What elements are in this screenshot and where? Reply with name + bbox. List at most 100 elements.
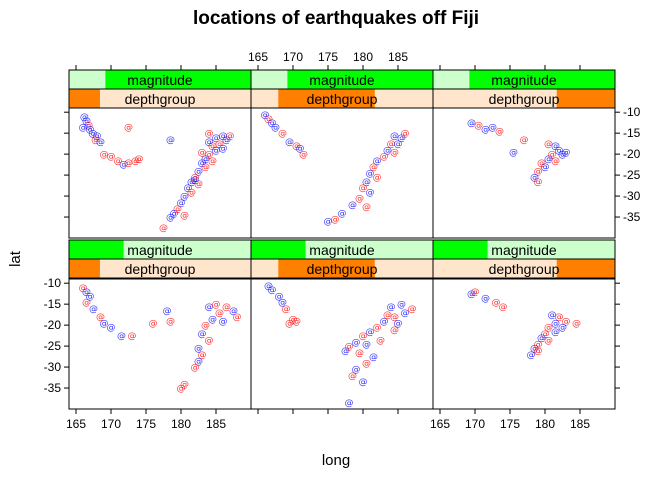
data-point: @ bbox=[376, 336, 385, 346]
data-point: @ bbox=[383, 146, 392, 156]
depthgroup-strip-range bbox=[278, 259, 375, 278]
data-point: @ bbox=[397, 133, 406, 143]
data-point: @ bbox=[324, 217, 333, 227]
data-point: @ bbox=[467, 290, 476, 300]
y-tick-label: -30 bbox=[623, 189, 641, 203]
data-point: @ bbox=[205, 129, 214, 139]
data-point: @ bbox=[180, 380, 189, 390]
data-point: @ bbox=[198, 330, 207, 340]
data-point: @ bbox=[541, 163, 550, 173]
data-point: @ bbox=[390, 148, 399, 158]
data-point: @ bbox=[233, 313, 242, 323]
x-tick-label: 170 bbox=[465, 417, 485, 431]
data-point: @ bbox=[373, 323, 382, 333]
data-point: @ bbox=[285, 138, 294, 148]
data-point: @ bbox=[534, 340, 543, 350]
data-point: @ bbox=[80, 112, 89, 122]
depthgroup-strip-label: depthgroup bbox=[307, 261, 378, 277]
plot-layer: magnitudedepthgroup@@@@@@@@@@@@@@@@@@@@@… bbox=[44, 50, 641, 431]
data-point: @ bbox=[380, 317, 389, 327]
data-point: @ bbox=[488, 123, 497, 133]
x-tick-label: 185 bbox=[388, 50, 408, 64]
magnitude-strip-range bbox=[433, 240, 488, 259]
data-point: @ bbox=[205, 302, 214, 312]
data-point: @ bbox=[166, 317, 175, 327]
data-point: @ bbox=[170, 209, 179, 219]
data-point: @ bbox=[166, 135, 175, 145]
x-tick-label: 185 bbox=[206, 417, 226, 431]
data-point: @ bbox=[180, 192, 189, 202]
data-point: @ bbox=[205, 138, 214, 148]
data-point: @ bbox=[390, 325, 399, 335]
data-point: @ bbox=[187, 177, 196, 187]
data-point: @ bbox=[215, 309, 224, 319]
data-point: @ bbox=[91, 135, 100, 145]
data-point: @ bbox=[383, 311, 392, 321]
data-point: @ bbox=[495, 127, 504, 137]
data-point: @ bbox=[387, 302, 396, 312]
x-tick-label: 175 bbox=[136, 417, 156, 431]
data-point: @ bbox=[208, 315, 217, 325]
data-point: @ bbox=[264, 281, 273, 291]
data-point: @ bbox=[88, 129, 97, 139]
data-point: @ bbox=[201, 321, 210, 331]
depthgroup-strip-bg bbox=[69, 89, 251, 108]
y-tick-label: -25 bbox=[44, 339, 62, 353]
data-point: @ bbox=[362, 177, 371, 187]
data-point: @ bbox=[119, 160, 128, 170]
panel-frame bbox=[432, 278, 616, 410]
data-point: @ bbox=[124, 123, 133, 133]
data-point: @ bbox=[534, 346, 543, 356]
data-point: @ bbox=[107, 152, 116, 162]
data-point: @ bbox=[390, 131, 399, 141]
data-point: @ bbox=[278, 298, 287, 308]
depthgroup-strip-label: depthgroup bbox=[489, 91, 560, 107]
data-point: @ bbox=[191, 363, 200, 373]
data-point: @ bbox=[345, 342, 354, 352]
data-point: @ bbox=[177, 384, 186, 394]
data-point: @ bbox=[201, 163, 210, 173]
data-point: @ bbox=[572, 319, 581, 329]
data-point: @ bbox=[362, 359, 371, 369]
x-axis-label: long bbox=[322, 452, 350, 469]
data-point: @ bbox=[394, 140, 403, 150]
data-point: @ bbox=[128, 332, 137, 342]
data-point: @ bbox=[355, 348, 364, 358]
data-point: @ bbox=[544, 336, 553, 346]
data-point: @ bbox=[180, 211, 189, 221]
data-point: @ bbox=[163, 306, 172, 316]
y-tick-label: -10 bbox=[44, 276, 62, 290]
data-point: @ bbox=[467, 119, 476, 129]
data-point: @ bbox=[201, 154, 210, 164]
data-point: @ bbox=[79, 283, 88, 293]
data-point: @ bbox=[149, 319, 158, 329]
depthgroup-strip-range bbox=[278, 89, 375, 108]
panel-frame bbox=[68, 107, 252, 239]
data-point: @ bbox=[481, 294, 490, 304]
data-point: @ bbox=[194, 179, 203, 189]
data-point: @ bbox=[359, 332, 368, 342]
data-point: @ bbox=[401, 129, 410, 139]
y-tick-label: -30 bbox=[44, 360, 62, 374]
data-point: @ bbox=[548, 311, 557, 321]
data-point: @ bbox=[282, 304, 291, 314]
data-point: @ bbox=[135, 154, 144, 164]
depthgroup-strip-range bbox=[556, 89, 615, 108]
data-point: @ bbox=[544, 140, 553, 150]
data-point: @ bbox=[285, 319, 294, 329]
data-point: @ bbox=[558, 323, 567, 333]
data-point: @ bbox=[373, 156, 382, 166]
magnitude-strip-range bbox=[69, 240, 124, 259]
y-tick-label: -15 bbox=[623, 126, 641, 140]
data-point: @ bbox=[369, 163, 378, 173]
data-point: @ bbox=[191, 175, 200, 185]
x-tick-label: 165 bbox=[248, 50, 268, 64]
data-point: @ bbox=[261, 110, 270, 120]
data-point: @ bbox=[558, 150, 567, 160]
data-point: @ bbox=[530, 173, 539, 183]
depthgroup-strip-label: depthgroup bbox=[489, 261, 560, 277]
data-point: @ bbox=[194, 357, 203, 367]
data-point: @ bbox=[271, 123, 280, 133]
x-tick-label: 170 bbox=[283, 50, 303, 64]
